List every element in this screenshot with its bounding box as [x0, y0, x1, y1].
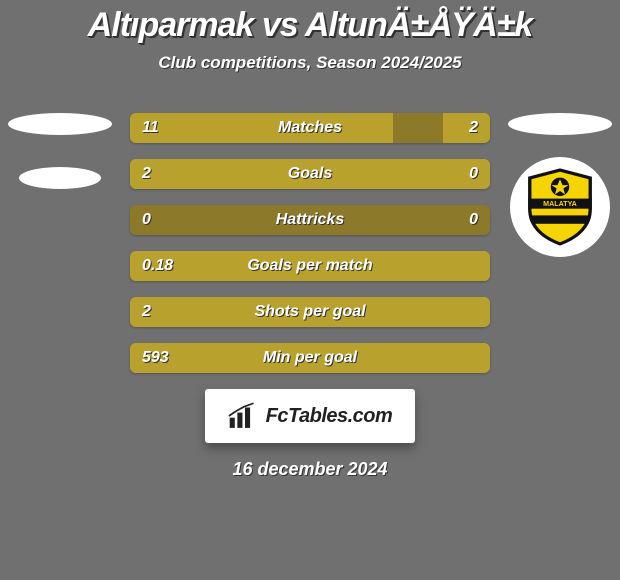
stat-row: 20Goals [130, 159, 490, 189]
stat-right-value: 0 [469, 159, 478, 189]
player-left-avatar-icon [8, 113, 112, 135]
stat-left-fill [130, 343, 490, 373]
stat-left-value: 593 [142, 343, 169, 373]
stat-right-fill [443, 113, 490, 143]
stat-left-fill [130, 297, 490, 327]
stats-bars: 112Matches20Goals00Hattricks0.18Goals pe… [130, 113, 490, 373]
stat-row: 112Matches [130, 113, 490, 143]
stat-right-value: 0 [469, 205, 478, 235]
player-right-avatar-icon [508, 113, 612, 135]
page-date: 16 december 2024 [0, 459, 620, 480]
svg-text:MALATYA: MALATYA [543, 200, 577, 208]
stat-row: 0.18Goals per match [130, 251, 490, 281]
stat-left-value: 0 [142, 205, 151, 235]
page-title: Altıparmak vs AltunÄ±ÅŸÄ±k [0, 0, 620, 45]
left-column [0, 113, 120, 189]
source-badge-text: FcTables.com [266, 405, 393, 428]
page-subtitle: Club competitions, Season 2024/2025 [0, 53, 620, 73]
stat-left-fill [130, 251, 490, 281]
bars-chart-icon [228, 402, 262, 430]
stat-left-value: 2 [142, 297, 151, 327]
player-right-team-logo-icon: MALATYA [510, 157, 610, 257]
source-badge: FcTables.com [205, 389, 415, 443]
stat-left-value: 2 [142, 159, 151, 189]
stat-row: 2Shots per goal [130, 297, 490, 327]
player-left-team-logo-icon [19, 167, 101, 189]
stat-row: 0 0Hattricks [130, 205, 490, 235]
stat-right-value: 2 [469, 113, 478, 143]
stat-left-value: 0.18 [142, 251, 173, 281]
comparison-area: MALATYA 112Matches20Goals00Hattricks0.18… [0, 113, 620, 373]
stat-left-value: 11 [142, 113, 159, 143]
stat-row: 593Min per goal [130, 343, 490, 373]
stat-label: Hattricks [130, 205, 490, 235]
right-column: MALATYA [500, 113, 620, 257]
stat-left-fill [130, 113, 393, 143]
stat-left-fill [130, 159, 490, 189]
